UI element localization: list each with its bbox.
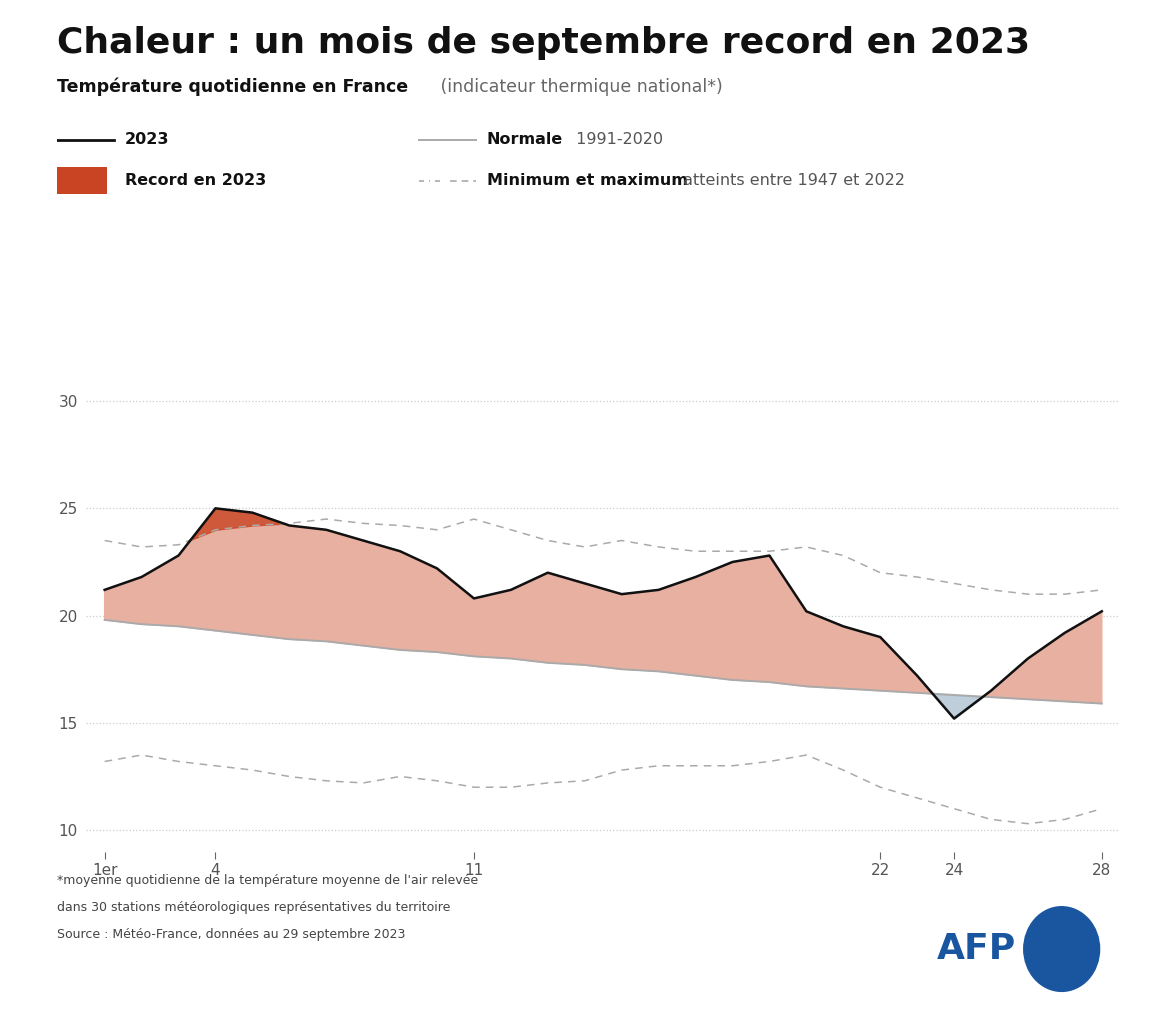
Text: (indicateur thermique national*): (indicateur thermique national*) <box>434 78 723 96</box>
Text: 1991-2020: 1991-2020 <box>571 132 663 147</box>
Text: Minimum et maximum: Minimum et maximum <box>487 173 687 188</box>
Text: Source : Météo-France, données au 29 septembre 2023: Source : Météo-France, données au 29 sep… <box>57 928 406 941</box>
Circle shape <box>1024 907 1100 991</box>
Text: dans 30 stations météorologiques représentatives du territoire: dans 30 stations météorologiques représe… <box>57 901 450 914</box>
Bar <box>57 167 107 194</box>
Text: atteints entre 1947 et 2022: atteints entre 1947 et 2022 <box>678 173 905 188</box>
Text: 2023: 2023 <box>125 132 169 147</box>
Text: Température quotidienne en France: Température quotidienne en France <box>57 78 409 96</box>
Text: *moyenne quotidienne de la température moyenne de l'air relevée: *moyenne quotidienne de la température m… <box>57 874 479 887</box>
Text: Record en 2023: Record en 2023 <box>125 173 265 188</box>
Text: Chaleur : un mois de septembre record en 2023: Chaleur : un mois de septembre record en… <box>57 26 1031 60</box>
Text: AFP: AFP <box>938 932 1016 966</box>
Text: Normale: Normale <box>487 132 563 147</box>
